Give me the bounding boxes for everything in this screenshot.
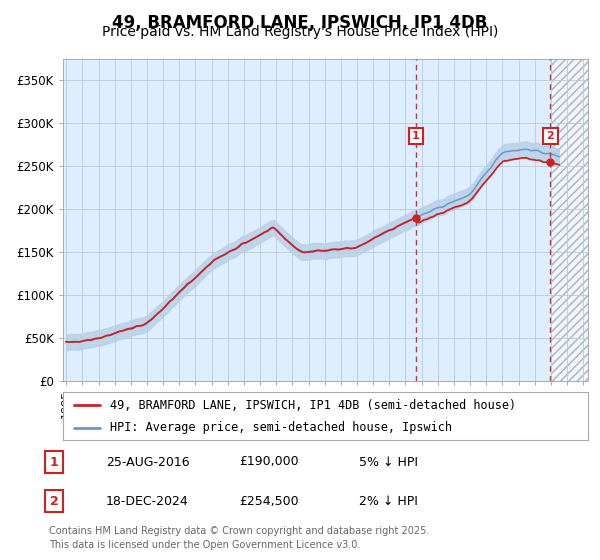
Text: Contains HM Land Registry data © Crown copyright and database right 2025.
This d: Contains HM Land Registry data © Crown c…: [49, 526, 430, 549]
Text: £190,000: £190,000: [239, 455, 299, 469]
Text: 2% ↓ HPI: 2% ↓ HPI: [359, 494, 418, 508]
Text: 49, BRAMFORD LANE, IPSWICH, IP1 4DB (semi-detached house): 49, BRAMFORD LANE, IPSWICH, IP1 4DB (sem…: [110, 399, 517, 412]
Text: 49, BRAMFORD LANE, IPSWICH, IP1 4DB: 49, BRAMFORD LANE, IPSWICH, IP1 4DB: [112, 14, 488, 32]
Text: 1: 1: [412, 131, 420, 141]
Text: 25-AUG-2016: 25-AUG-2016: [106, 455, 190, 469]
Bar: [551, 59, 591, 381]
Text: 2: 2: [547, 131, 554, 141]
Text: 1: 1: [50, 455, 58, 469]
Text: Price paid vs. HM Land Registry's House Price Index (HPI): Price paid vs. HM Land Registry's House …: [102, 25, 498, 39]
Text: HPI: Average price, semi-detached house, Ipswich: HPI: Average price, semi-detached house,…: [110, 421, 452, 434]
Text: 5% ↓ HPI: 5% ↓ HPI: [359, 455, 418, 469]
Bar: [551, 59, 591, 381]
Text: 2: 2: [50, 494, 58, 508]
Text: 18-DEC-2024: 18-DEC-2024: [106, 494, 189, 508]
Text: £254,500: £254,500: [239, 494, 299, 508]
